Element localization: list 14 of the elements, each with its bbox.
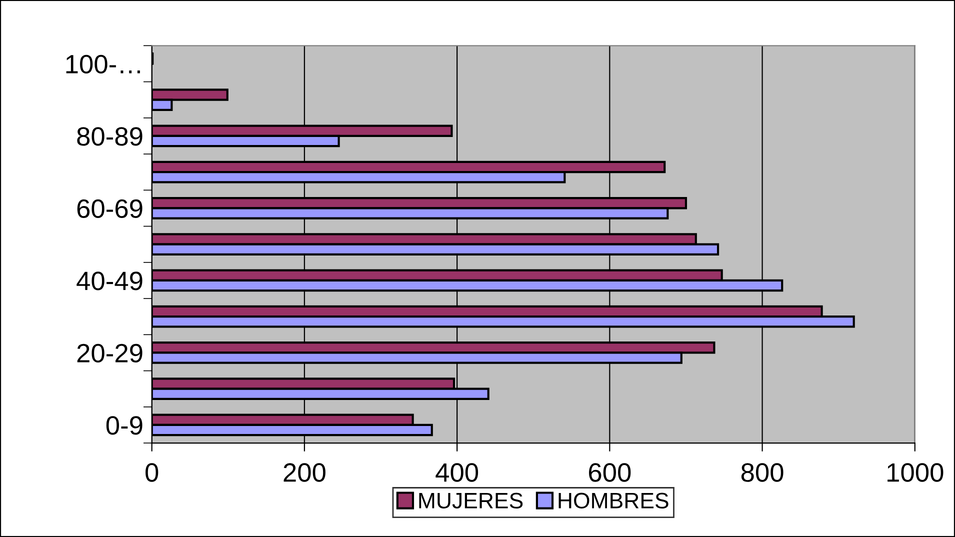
- x-tick-label: 800: [741, 463, 784, 482]
- y-tick-label: 80-89: [77, 127, 142, 146]
- legend-label: MUJERES: [419, 492, 523, 509]
- x-tick-label: 1000: [888, 463, 944, 482]
- x-tick-label: 600: [589, 463, 631, 482]
- legend-label: HOMBRES: [558, 492, 668, 509]
- x-tick-label: 200: [284, 463, 326, 482]
- y-tick-label: 20-29: [77, 344, 142, 363]
- y-tick-label: 40-49: [76, 272, 142, 290]
- y-tick-label: 100-…: [66, 54, 140, 74]
- y-tick-label: 0-9: [106, 416, 142, 435]
- x-tick-label: 400: [436, 463, 478, 482]
- y-tick-label: 60-69: [77, 199, 142, 218]
- x-tick-label: 0: [146, 463, 158, 482]
